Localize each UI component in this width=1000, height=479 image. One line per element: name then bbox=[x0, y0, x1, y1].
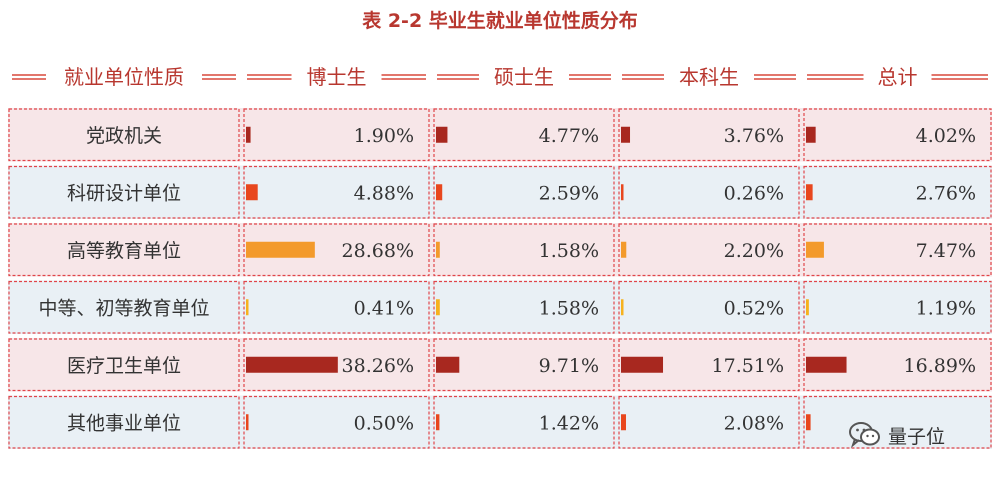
wechat-icon bbox=[849, 422, 880, 449]
data-value: 9.71% bbox=[539, 355, 599, 377]
data-bar bbox=[436, 184, 443, 201]
data-value: 28.68% bbox=[342, 240, 414, 262]
data-value: 4.88% bbox=[354, 182, 414, 204]
row-label: 科研设计单位 bbox=[67, 182, 181, 204]
data-bar bbox=[246, 241, 315, 258]
data-value: 1.42% bbox=[539, 412, 599, 434]
cell-border bbox=[803, 280, 992, 334]
data-value: 17.51% bbox=[712, 355, 784, 377]
data-bar bbox=[436, 126, 448, 143]
cell-border bbox=[8, 223, 240, 277]
table-title: 表 2-2 毕业生就业单位性质分布 bbox=[362, 10, 638, 32]
row-label: 中等、初等教育单位 bbox=[38, 297, 209, 319]
data-value: 2.59% bbox=[539, 182, 599, 204]
data-bar bbox=[806, 356, 847, 373]
cell-border bbox=[433, 165, 615, 219]
data-value: 0.26% bbox=[724, 182, 784, 204]
cell-border bbox=[8, 165, 240, 219]
cell-border bbox=[433, 395, 615, 449]
cell-border bbox=[433, 280, 615, 334]
column-header: 就业单位性质 bbox=[64, 65, 184, 89]
data-value: 2.20% bbox=[724, 240, 784, 262]
table-row bbox=[8, 165, 992, 219]
table-row bbox=[8, 223, 992, 277]
row-label: 党政机关 bbox=[86, 125, 162, 147]
cell-border bbox=[243, 108, 430, 162]
column-header: 博士生 bbox=[307, 65, 367, 89]
data-bar bbox=[806, 299, 809, 316]
column-header: 硕士生 bbox=[494, 65, 554, 89]
data-value: 1.58% bbox=[539, 240, 599, 262]
data-bar bbox=[436, 299, 440, 316]
data-value: 4.77% bbox=[539, 125, 599, 147]
data-bar bbox=[806, 414, 811, 431]
table-row bbox=[8, 395, 992, 449]
data-value: 0.41% bbox=[354, 297, 414, 319]
cell-border bbox=[433, 223, 615, 277]
row-label: 其他事业单位 bbox=[67, 412, 181, 434]
data-bar bbox=[246, 126, 251, 143]
data-bar bbox=[621, 241, 627, 258]
cell-border bbox=[243, 223, 430, 277]
data-bar bbox=[621, 299, 624, 316]
cell-border bbox=[803, 165, 992, 219]
data-value: 1.58% bbox=[539, 297, 599, 319]
data-value: 2.76% bbox=[916, 182, 976, 204]
cell-border bbox=[618, 395, 800, 449]
cell-border bbox=[618, 165, 800, 219]
data-bar bbox=[621, 414, 626, 431]
cell-border bbox=[803, 108, 992, 162]
cell-border bbox=[8, 338, 240, 392]
row-label: 高等教育单位 bbox=[67, 240, 181, 262]
data-value: 1.90% bbox=[354, 125, 414, 147]
column-header: 本科生 bbox=[679, 65, 739, 89]
cell-border bbox=[243, 165, 430, 219]
data-bar bbox=[436, 414, 440, 431]
cell-border bbox=[803, 223, 992, 277]
column-header: 总计 bbox=[878, 65, 918, 89]
data-bar bbox=[436, 241, 440, 258]
data-value: 3.76% bbox=[724, 125, 784, 147]
cell-border bbox=[433, 338, 615, 392]
data-bar bbox=[621, 356, 664, 373]
data-value: 2.08% bbox=[724, 412, 784, 434]
data-bar bbox=[806, 241, 824, 258]
cell-border bbox=[8, 280, 240, 334]
data-bar bbox=[246, 299, 249, 316]
cell-border bbox=[803, 338, 992, 392]
table-row bbox=[8, 280, 992, 334]
cell-border bbox=[803, 395, 992, 449]
data-value: 7.47% bbox=[916, 240, 976, 262]
watermark-text: 量子位 bbox=[888, 425, 946, 448]
cell-border bbox=[618, 223, 800, 277]
cell-border bbox=[618, 280, 800, 334]
data-value: 1.19% bbox=[916, 297, 976, 319]
cell-border bbox=[618, 338, 800, 392]
cell-border bbox=[243, 395, 430, 449]
cell-border bbox=[8, 108, 240, 162]
cell-border bbox=[433, 108, 615, 162]
watermark: 量子位 bbox=[848, 418, 945, 452]
cell-border bbox=[618, 108, 800, 162]
table-row bbox=[8, 108, 992, 162]
data-bar bbox=[436, 356, 460, 373]
data-value: 0.52% bbox=[724, 297, 784, 319]
data-bar bbox=[246, 184, 258, 201]
data-value: 38.26% bbox=[342, 355, 414, 377]
cell-border bbox=[8, 395, 240, 449]
data-bar bbox=[621, 126, 631, 143]
data-bar bbox=[806, 126, 816, 143]
data-value: 16.89% bbox=[904, 355, 976, 377]
data-bar bbox=[246, 414, 249, 431]
data-value: 0.50% bbox=[354, 412, 414, 434]
cell-border bbox=[243, 338, 430, 392]
data-bar bbox=[621, 184, 624, 201]
row-label: 医疗卫生单位 bbox=[67, 355, 181, 377]
data-value: 4.02% bbox=[916, 125, 976, 147]
data-bar bbox=[246, 356, 338, 373]
data-bar bbox=[806, 184, 813, 201]
cell-border bbox=[243, 280, 430, 334]
